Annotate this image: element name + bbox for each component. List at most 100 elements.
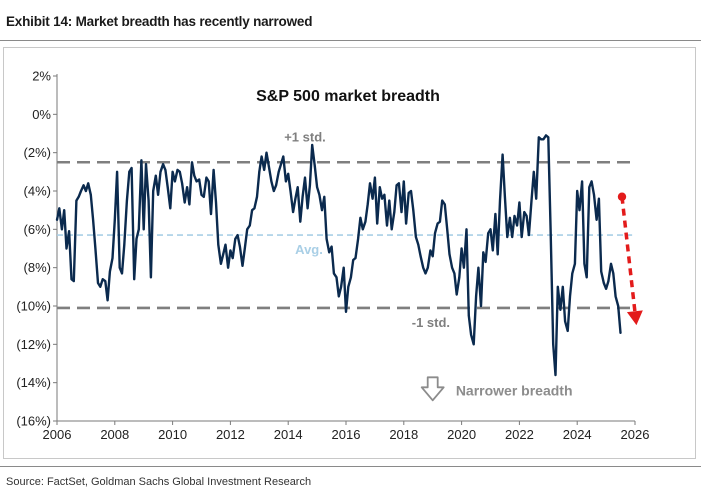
data-point (619, 331, 622, 334)
data-point (260, 155, 263, 158)
data-point (181, 182, 184, 185)
data-point (593, 193, 595, 196)
data-point (617, 305, 620, 307)
data-point (77, 195, 80, 198)
data-point (299, 220, 302, 223)
data-point (378, 186, 381, 189)
data-point (321, 209, 323, 212)
data-point (207, 180, 210, 183)
data-point (494, 213, 497, 215)
data-point (366, 203, 369, 206)
data-point (537, 136, 540, 139)
data-point (280, 163, 282, 166)
x-tick-label: 2010 (158, 427, 187, 442)
data-point (152, 190, 155, 192)
data-point (422, 266, 425, 269)
data-point (104, 280, 107, 282)
data-point (328, 251, 331, 254)
data-point (335, 276, 338, 279)
data-point (496, 253, 499, 256)
data-point (82, 184, 85, 187)
data-point (285, 180, 287, 183)
data-point (70, 278, 73, 281)
data-point (113, 218, 116, 221)
data-point (504, 195, 506, 198)
data-point (602, 282, 605, 284)
ref-line-label: Avg. (295, 242, 323, 257)
data-point (166, 186, 169, 189)
y-tick-label: (12%) (16, 337, 51, 352)
data-point (80, 190, 82, 192)
data-point (407, 192, 410, 194)
data-point (270, 180, 273, 183)
data-point (186, 186, 189, 189)
data-point (614, 295, 617, 298)
data-point (220, 262, 222, 265)
x-tick-label: 2012 (216, 427, 245, 442)
data-point (528, 234, 530, 237)
data-point (574, 262, 576, 265)
data-point (513, 215, 516, 217)
data-point (248, 224, 251, 227)
data-point (354, 257, 357, 259)
data-point (323, 195, 326, 198)
chart-title: S&P 500 market breadth (256, 88, 440, 105)
data-point (383, 193, 386, 196)
data-point (178, 170, 181, 173)
data-point (58, 207, 61, 210)
data-point (265, 151, 268, 154)
data-point (443, 203, 446, 206)
data-point (545, 134, 547, 137)
trend-arrow (617, 192, 643, 326)
data-point (272, 190, 275, 192)
data-point (212, 169, 215, 171)
data-point (549, 228, 552, 231)
data-point (85, 190, 87, 192)
chart-frame (3, 47, 696, 459)
data-point (68, 230, 70, 233)
data-point (89, 193, 92, 196)
data-point (595, 218, 598, 221)
data-point (337, 295, 340, 298)
data-point (451, 266, 453, 269)
data-point (75, 199, 78, 202)
data-point (159, 170, 162, 173)
data-point (487, 232, 490, 235)
data-point (590, 180, 593, 183)
data-point (434, 232, 436, 235)
data-point (460, 247, 463, 250)
data-point (340, 285, 342, 288)
y-tick-label: (14%) (16, 375, 51, 390)
data-point (150, 276, 152, 279)
data-point (547, 136, 550, 139)
data-point (188, 203, 191, 206)
data-point (145, 163, 147, 166)
data-point (453, 272, 456, 275)
data-point (455, 293, 458, 296)
data-point (142, 228, 145, 231)
data-point (224, 243, 227, 246)
data-point (489, 228, 492, 231)
data-point (210, 213, 212, 215)
data-point (446, 228, 449, 231)
data-point (195, 180, 198, 183)
data-point (576, 190, 579, 192)
data-point (424, 272, 427, 275)
data-point (215, 201, 217, 204)
data-point (511, 236, 514, 238)
data-point (222, 253, 225, 256)
data-point (123, 243, 126, 246)
data-point (193, 174, 196, 177)
data-point (516, 224, 518, 227)
data-point (352, 259, 355, 261)
data-point (72, 280, 75, 282)
data-point (571, 272, 574, 275)
data-point (364, 220, 367, 223)
data-point (525, 215, 528, 217)
data-point (325, 238, 328, 240)
ref-line-label: +1 std. (284, 129, 326, 144)
data-point (205, 176, 208, 179)
data-point (463, 266, 465, 269)
trend-arrow-start-dot (617, 192, 627, 201)
data-point (431, 255, 434, 258)
